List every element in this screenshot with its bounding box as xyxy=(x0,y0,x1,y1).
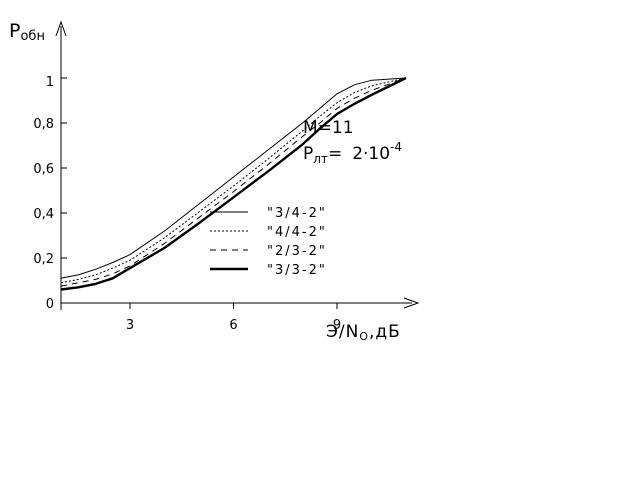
annotation-value: 2·10 xyxy=(352,144,390,164)
x-axis-label-unit: ,дБ xyxy=(369,322,401,342)
legend: "3/4-2" "4/4-2" "2/3-2" "3/3-2" xyxy=(210,206,327,278)
y-axis-label-sub: обн xyxy=(20,29,44,44)
y-tick-label: 0,4 xyxy=(33,207,54,222)
legend-label: "2/3-2" xyxy=(267,244,327,259)
y-tick-label: 0,2 xyxy=(33,252,54,267)
series-line-1 xyxy=(60,77,407,279)
y-axis-label: Pобн xyxy=(9,20,45,44)
legend-label: "3/3-2" xyxy=(267,263,327,278)
y-axis-arrow xyxy=(55,20,67,37)
x-tick-label: 6 xyxy=(229,318,237,333)
series-line-3 xyxy=(60,77,407,287)
y-ticks: 0 0,2 0,4 0,6 0,8 1 xyxy=(33,75,67,312)
x-axis-label-main: Э/N xyxy=(326,322,359,342)
annotation-line2: Pлт= 2·10-4 xyxy=(303,140,402,166)
legend-label: "4/4-2" xyxy=(267,225,327,240)
annotation-eq: = xyxy=(328,144,342,164)
parameter-annotation: M=11 Pлт= 2·10-4 xyxy=(303,118,402,166)
axes xyxy=(55,20,420,310)
annotation-p-main: P xyxy=(303,144,313,164)
y-tick-label: 0 xyxy=(46,297,54,312)
x-tick-label: 3 xyxy=(126,318,134,333)
x-ticks: 3 6 9 xyxy=(126,303,341,333)
annotation-exp: -4 xyxy=(390,140,402,154)
x-axis-label: Э/NO,дБ xyxy=(326,322,401,343)
annotation-line1: M=11 xyxy=(303,118,354,138)
x-tick-label: 9 xyxy=(333,318,341,333)
y-tick-label: 0,8 xyxy=(33,117,54,132)
x-axis-label-sub: O xyxy=(359,330,369,343)
y-tick-label: 0,6 xyxy=(33,162,54,177)
y-tick-label: 1 xyxy=(46,75,54,90)
y-axis-label-main: P xyxy=(9,20,20,42)
x-axis-arrow xyxy=(403,297,420,309)
series-layer xyxy=(60,76,407,291)
annotation-p-sub: лт xyxy=(313,152,328,166)
legend-label: "3/4-2" xyxy=(267,206,327,221)
series-line-4 xyxy=(60,76,407,291)
series-line-2 xyxy=(60,77,407,284)
